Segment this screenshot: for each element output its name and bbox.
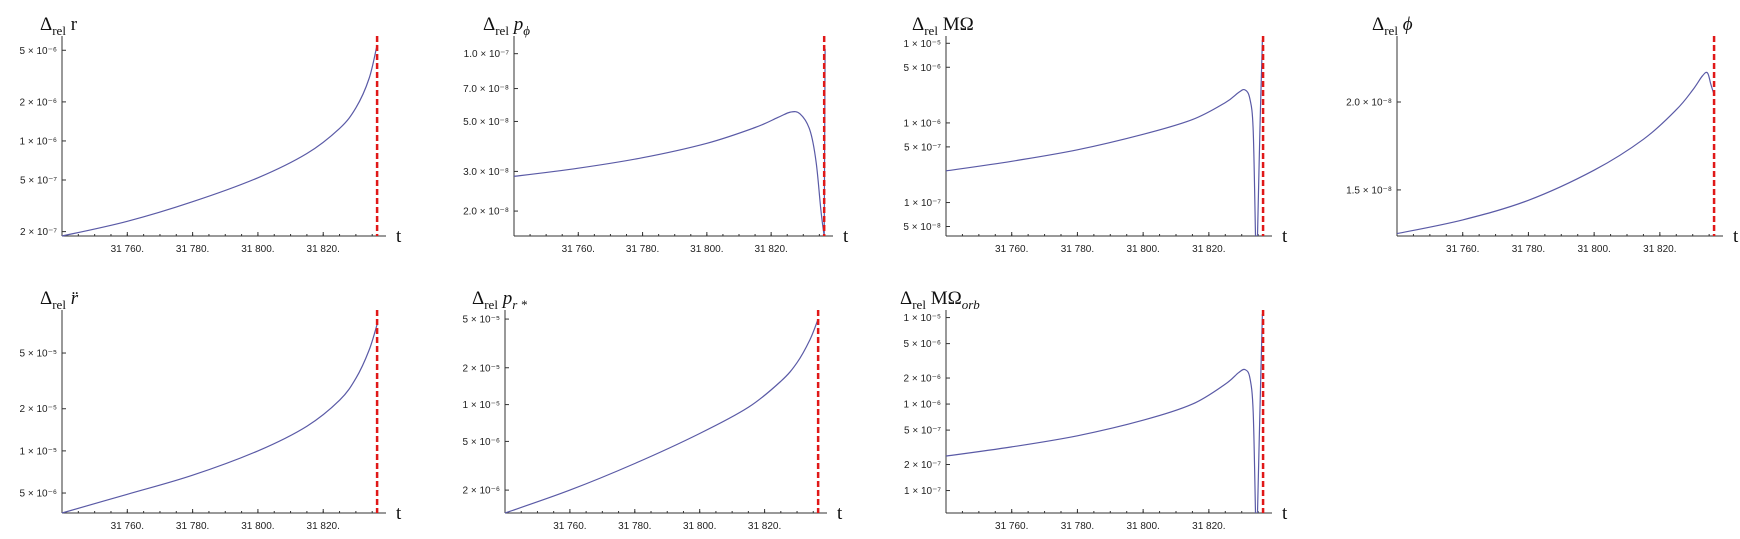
series-line-pphi-0 (513, 111, 825, 237)
y-tick-label-r: 2 × 10⁻⁶ (20, 97, 57, 108)
y-tick-label-pphi: 3.0 × 10⁻⁸ (463, 167, 509, 178)
y-tick-label-momegaorb: 1 × 10⁻⁷ (904, 486, 941, 497)
y-tick-label-pphi: 5.0 × 10⁻⁸ (463, 117, 509, 128)
x-tick-label-phi: 31 780. (1512, 244, 1545, 255)
x-tick-label-rddot: 31 780. (176, 521, 209, 532)
x-tick-label-pphi: 31 800. (690, 244, 723, 255)
x-tick-label-momega: 31 800. (1126, 244, 1159, 255)
panel-title-pphi: Δrel pϕ (483, 14, 530, 38)
x-axis-label-r: t (396, 226, 402, 247)
y-tick-label-momega: 5 × 10⁻⁸ (903, 222, 941, 233)
x-tick-label-pphi: 31 780. (626, 244, 659, 255)
x-tick-label-pphi: 31 760. (562, 244, 595, 255)
panel-title-r: Δrel r (40, 14, 78, 38)
x-axis-label-phi: t (1733, 226, 1739, 247)
y-tick-label-r: 1 × 10⁻⁶ (20, 136, 57, 147)
series-line-momega-0 (945, 88, 1257, 237)
y-tick-label-prstar: 2 × 10⁻⁶ (463, 486, 500, 497)
x-tick-label-r: 31 780. (176, 244, 209, 255)
y-tick-label-rddot: 2 × 10⁻⁵ (19, 404, 57, 415)
x-tick-label-phi: 31 760. (1446, 244, 1479, 255)
panel-title-rddot: Δrel r̈ (40, 288, 79, 312)
x-tick-label-momegaorb: 31 820. (1192, 521, 1225, 532)
x-tick-label-momegaorb: 31 800. (1126, 521, 1159, 532)
x-axis-label-rddot: t (396, 503, 402, 524)
y-tick-label-pphi: 7.0 × 10⁻⁸ (463, 84, 509, 95)
x-tick-label-r: 31 820. (307, 244, 340, 255)
y-tick-label-momega: 1 × 10⁻⁷ (904, 198, 941, 209)
panel-title-phi: Δrel ϕ (1372, 14, 1413, 38)
panel-title-momegaorb: Δrel MΩorb (900, 288, 980, 312)
x-tick-label-prstar: 31 800. (683, 521, 716, 532)
panel-momega: Δrel MΩ t 31 760. 31 780. 31 800. 31 820. 5 × … (903, 14, 1288, 255)
y-tick-label-momega: 1 × 10⁻⁶ (904, 118, 941, 129)
x-tick-label-momega: 31 760. (995, 244, 1028, 255)
x-tick-label-prstar: 31 780. (618, 521, 651, 532)
y-tick-label-pphi: 2.0 × 10⁻⁸ (463, 207, 509, 218)
y-tick-label-momegaorb: 2 × 10⁻⁷ (904, 460, 941, 471)
y-tick-label-momegaorb: 5 × 10⁻⁷ (904, 426, 941, 437)
y-tick-label-r: 5 × 10⁻⁷ (20, 175, 57, 186)
x-tick-label-momega: 31 820. (1192, 244, 1225, 255)
series-line-phi-0 (1396, 71, 1715, 235)
x-axis-label-prstar: t (837, 503, 843, 524)
y-tick-label-phi: 2.0 × 10⁻⁸ (1346, 98, 1392, 109)
x-tick-label-prstar: 31 760. (553, 521, 586, 532)
x-tick-label-prstar: 31 820. (748, 521, 781, 532)
y-tick-label-momegaorb: 1 × 10⁻⁵ (903, 313, 941, 324)
x-tick-label-rddot: 31 800. (241, 521, 274, 532)
x-axis-label-momegaorb: t (1282, 503, 1288, 524)
panel-prstar: Δrel pr * t 31 760. 31 780. 31 800. 31 820. 2 … (462, 288, 843, 532)
x-tick-label-rddot: 31 760. (111, 521, 144, 532)
y-tick-label-momegaorb: 1 × 10⁻⁶ (904, 400, 941, 411)
y-tick-label-rddot: 5 × 10⁻⁶ (20, 489, 57, 500)
y-tick-label-momegaorb: 2 × 10⁻⁶ (904, 374, 941, 385)
series-line-momegaorb-0 (945, 368, 1257, 514)
panel-title-momega: Δrel MΩ (912, 14, 974, 38)
y-tick-label-phi: 1.5 × 10⁻⁸ (1346, 185, 1392, 196)
x-tick-label-momegaorb: 31 780. (1061, 521, 1094, 532)
x-tick-label-r: 31 800. (241, 244, 274, 255)
series-line-momega-1 (1256, 39, 1263, 237)
y-tick-label-prstar: 5 × 10⁻⁵ (462, 315, 500, 326)
y-tick-label-pphi: 1.0 × 10⁻⁷ (464, 49, 510, 60)
x-tick-label-r: 31 760. (111, 244, 144, 255)
y-tick-label-momega: 5 × 10⁻⁷ (904, 142, 941, 153)
y-tick-label-r: 2 × 10⁻⁷ (20, 227, 57, 238)
x-tick-label-pphi: 31 820. (754, 244, 787, 255)
y-tick-label-prstar: 1 × 10⁻⁵ (462, 400, 500, 411)
panel-pphi: Δrel pϕ t 31 760. 31 780. 31 800. 31 820. 2.0 … (463, 14, 849, 255)
y-tick-label-prstar: 2 × 10⁻⁵ (462, 363, 500, 374)
series-line-rddot-0 (61, 324, 378, 514)
y-tick-label-prstar: 5 × 10⁻⁶ (463, 437, 500, 448)
panel-title-prstar: Δrel pr * (472, 288, 527, 312)
panel-rddot: Δrel r̈ t 31 760. 31 780. 31 800. 31 820. 5 × … (19, 288, 402, 532)
x-tick-label-phi: 31 820. (1643, 244, 1676, 255)
panel-phi: Δrel ϕ t 31 760. 31 780. 31 800. 31 820. 1.5 ×… (1346, 14, 1739, 255)
y-tick-label-rddot: 5 × 10⁻⁵ (19, 349, 57, 360)
x-axis-label-pphi: t (843, 226, 849, 247)
x-tick-label-momega: 31 780. (1061, 244, 1094, 255)
x-axis-label-momega: t (1282, 226, 1288, 247)
series-line-momegaorb-1 (1256, 313, 1263, 514)
series-line-prstar-0 (504, 318, 819, 514)
x-tick-label-momegaorb: 31 760. (995, 521, 1028, 532)
y-tick-label-momegaorb: 5 × 10⁻⁶ (904, 339, 941, 350)
y-tick-label-momega: 5 × 10⁻⁶ (904, 63, 941, 74)
panel-momegaorb: Δrel MΩorb t 31 760. 31 780. 31 800. 31 820. 1… (900, 288, 1288, 532)
panel-r: Δrel r t 31 760. 31 780. 31 800. 31 820. 2 × 1… (20, 14, 402, 255)
x-tick-label-rddot: 31 820. (307, 521, 340, 532)
y-tick-label-rddot: 1 × 10⁻⁵ (19, 446, 57, 457)
x-tick-label-phi: 31 800. (1577, 244, 1610, 255)
series-line-r-0 (61, 44, 378, 237)
y-tick-label-momega: 1 × 10⁻⁵ (903, 39, 941, 50)
y-tick-label-r: 5 × 10⁻⁶ (20, 46, 57, 57)
